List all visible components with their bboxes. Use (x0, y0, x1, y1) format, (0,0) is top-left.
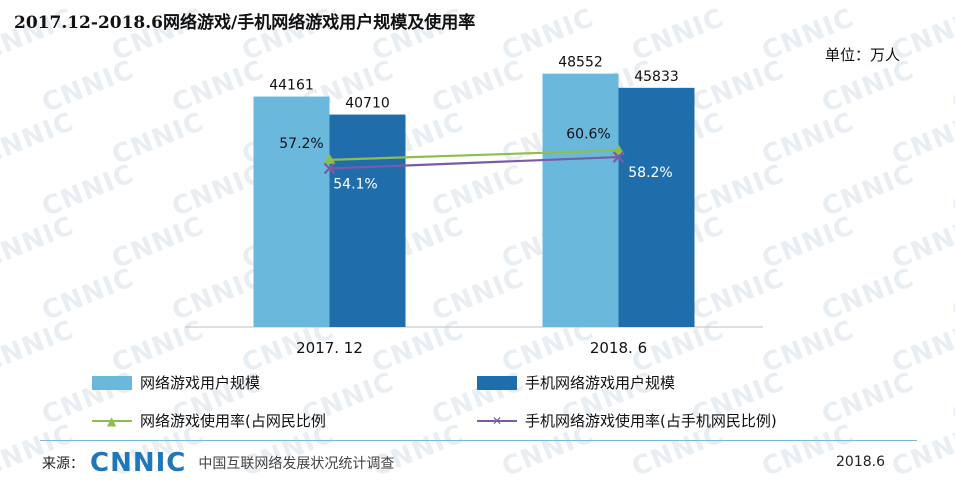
x-tick-label: 2017. 12 (296, 339, 363, 357)
x-marker (612, 151, 625, 163)
cnnic-logo: CNNIC (90, 448, 187, 478)
rate-data-label: 58.2% (628, 165, 672, 181)
triangle-marker (612, 144, 625, 155)
bar-value-label: 48552 (558, 55, 603, 71)
bar-value-label: 44161 (269, 78, 314, 94)
unit-label: 单位：万人 (824, 46, 900, 64)
survey-name: 中国互联网络发展状况统计调查 (198, 456, 395, 472)
bar (618, 87, 695, 327)
footer-divider (40, 440, 917, 441)
source-label: 来源： (42, 456, 84, 472)
rate-data-label: 57.2% (279, 136, 323, 152)
footer-date: 2018.6 (836, 454, 885, 470)
x-marker (323, 162, 336, 175)
bar (253, 96, 330, 327)
bar-value-label: 45833 (634, 69, 679, 85)
series-line (329, 149, 619, 161)
rate-data-label: 54.1% (333, 177, 377, 193)
bar-value-label: 40710 (345, 96, 390, 112)
x-tick-label: 2018. 6 (590, 339, 647, 357)
chart-title: 2017.12-2018.6网络游戏/手机网络游戏用户规模及使用率 (14, 13, 476, 33)
bar (542, 73, 619, 327)
bar (329, 114, 406, 328)
series-line (329, 155, 619, 170)
footer-source: 来源： CNNIC 中国互联网络发展状况统计调查 (42, 450, 394, 476)
triangle-marker (323, 153, 336, 164)
rate-data-label: 60.6% (566, 126, 610, 142)
